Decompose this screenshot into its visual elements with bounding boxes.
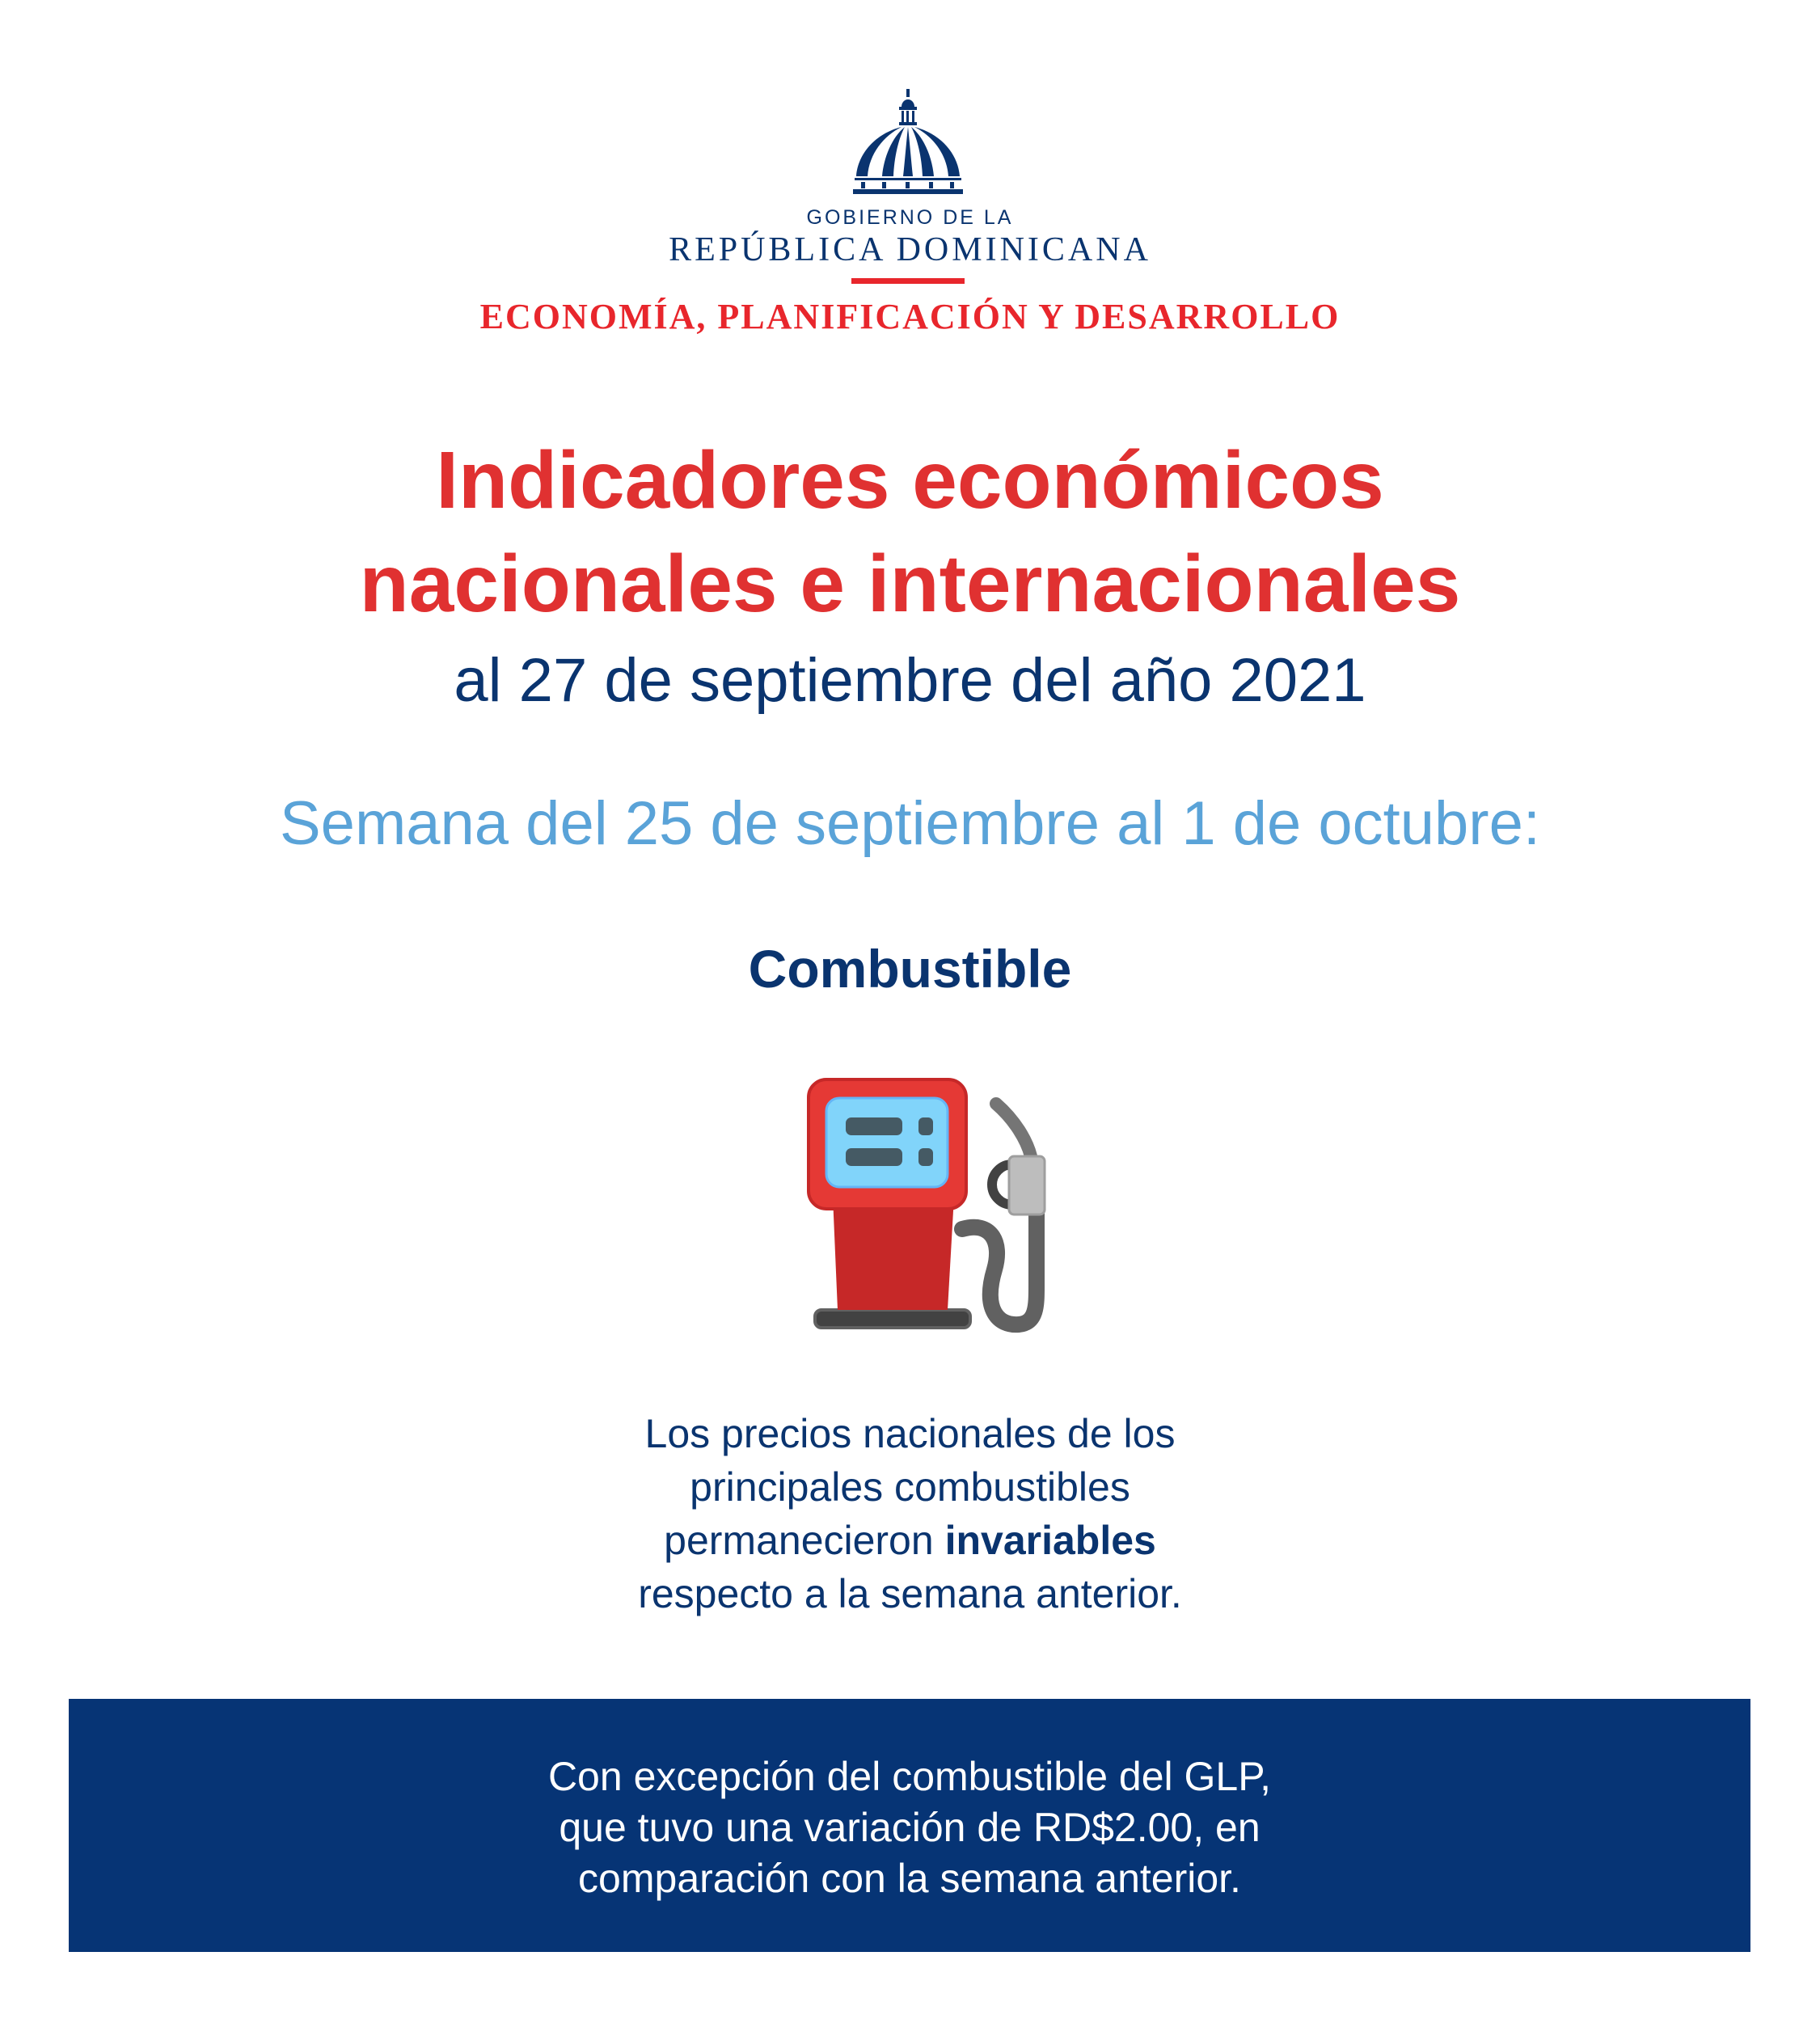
paragraph-line: Los precios nacionales de los (644, 1411, 1176, 1456)
logo-divider (851, 278, 965, 284)
logo-text-gobierno: GOBIERNO DE LA (806, 206, 1014, 229)
note-line: comparación con la semana anterior. (578, 1856, 1241, 1901)
fuel-summary-paragraph: Los precios nacionales de los principale… (0, 1407, 1820, 1620)
page-title: Indicadores económicos nacionales e inte… (0, 429, 1820, 636)
ministry-name: ECONOMÍA, PLANIFICACIÓN Y DESARROLLO (479, 297, 1341, 336)
report-date: al 27 de septiembre del año 2021 (454, 646, 1366, 715)
fuel-pump-icon (807, 1078, 1046, 1333)
paragraph-line: permanecieron invariables (0, 1514, 1820, 1567)
note-line: que tuvo una variación de RD$2.00, en (559, 1805, 1260, 1850)
week-range: Semana del 25 de septiembre al 1 de octu… (279, 789, 1540, 858)
section-heading: Combustible (748, 939, 1072, 999)
capitol-dome-icon (853, 89, 963, 194)
paragraph-line: principales combustibles (690, 1464, 1130, 1510)
title-line-2: nacionales e internacionales (359, 539, 1461, 629)
note-line: Con excepción del combustible del GLP, (547, 1754, 1272, 1799)
title-line-1: Indicadores económicos (436, 435, 1384, 526)
glp-note-box: Con excepción del combustible del GLP, q… (69, 1699, 1750, 1952)
logo-text-republica: REPÚBLICA DOMINICANA (669, 231, 1151, 268)
emphasis-invariables: invariables (944, 1518, 1156, 1563)
paragraph-line: respecto a la semana anterior. (638, 1571, 1182, 1616)
glp-note-text: Con excepción del combustible del GLP, q… (69, 1751, 1750, 1904)
paragraph-text: permanecieron (664, 1518, 945, 1563)
